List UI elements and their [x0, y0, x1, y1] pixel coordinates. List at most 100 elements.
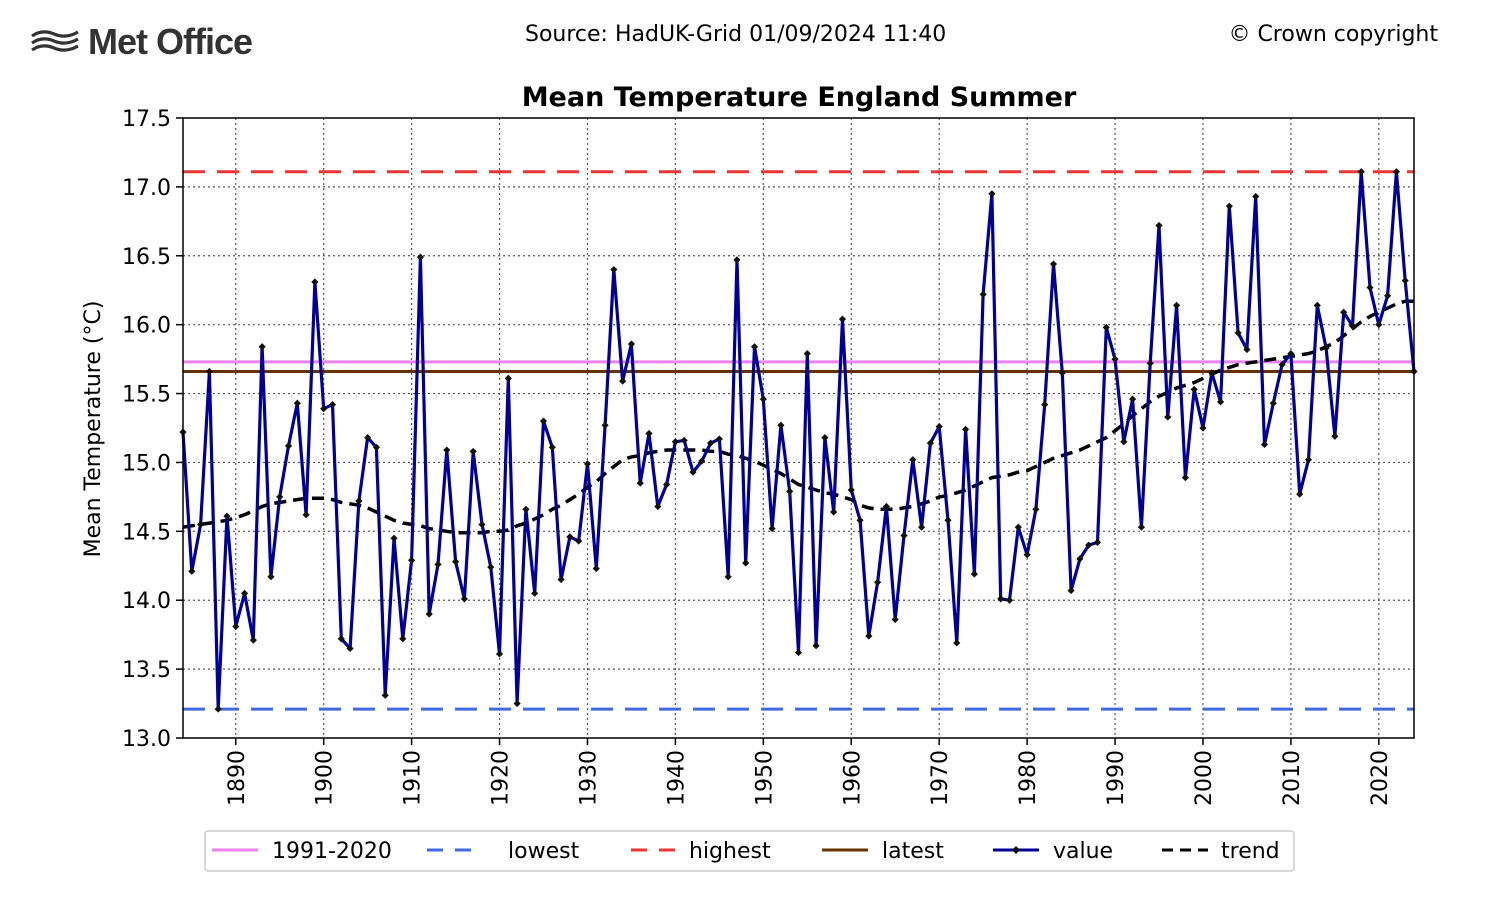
- value-point: [1172, 301, 1181, 309]
- value-point: [557, 575, 565, 584]
- value-series: [179, 168, 1418, 713]
- value-point: [882, 502, 891, 511]
- value-point: [812, 642, 820, 650]
- value-point: [478, 520, 486, 529]
- value-point: [302, 511, 310, 519]
- x-tick-label: 1900: [313, 750, 338, 806]
- value-point: [1375, 321, 1383, 329]
- logo-text: Met Office: [88, 21, 253, 62]
- legend-label-highest: highest: [689, 839, 771, 864]
- value-point: [1225, 202, 1233, 210]
- value-point: [742, 559, 750, 567]
- value-point: [1137, 523, 1146, 531]
- data-source-label: Source: HadUK-Grid 01/09/2024 11:40: [525, 22, 947, 47]
- x-tick-label: 1910: [401, 750, 426, 806]
- value-point: [1252, 192, 1260, 201]
- met-office-logo: Met Office: [30, 21, 253, 62]
- value-point: [926, 439, 934, 447]
- x-tick-label: 2010: [1280, 750, 1305, 806]
- value-point: [627, 340, 636, 348]
- value-point: [777, 421, 785, 429]
- value-point: [575, 537, 583, 545]
- value-point: [900, 531, 908, 540]
- value-point: [390, 534, 398, 542]
- value-point: [293, 399, 301, 407]
- value-point: [1102, 323, 1110, 332]
- value-point: [276, 493, 284, 501]
- value-point: [979, 290, 987, 298]
- value-point: [223, 512, 231, 520]
- value-point: [566, 533, 574, 541]
- value-point: [399, 635, 407, 643]
- value-point: [733, 256, 741, 264]
- value-point: [918, 523, 926, 531]
- value-point: [1401, 276, 1409, 285]
- y-tick-label: 17.0: [122, 176, 171, 201]
- value-point: [1032, 505, 1040, 513]
- value-point: [1093, 538, 1102, 546]
- value-point: [337, 635, 345, 643]
- value-point: [865, 632, 873, 640]
- value-point: [1005, 596, 1014, 604]
- value-point: [891, 615, 899, 624]
- y-axis-ticks: 13.0 13.5 14.0 14.5 15.0 15.5 16.0 16.5 17.0 17.5: [122, 107, 183, 752]
- value-point: [1331, 432, 1339, 440]
- value-point: [548, 443, 556, 451]
- value-point: [592, 564, 600, 573]
- legend-marker-value: [1012, 846, 1020, 854]
- legend-box: [204, 830, 1295, 872]
- value-point: [240, 589, 249, 597]
- value-point: [1146, 359, 1154, 367]
- legend-label-trend: trend: [1221, 839, 1280, 864]
- value-point: [451, 558, 460, 566]
- x-tick-label: 1930: [576, 750, 601, 806]
- value-point: [460, 595, 468, 603]
- x-tick-label: 1990: [1104, 750, 1129, 806]
- value-point: [671, 438, 679, 446]
- met-office-waves-icon: [31, 30, 79, 52]
- y-tick-label: 17.5: [122, 107, 171, 132]
- value-point: [539, 417, 548, 425]
- legend: 1991-2020 lowest highest latest value trend: [204, 830, 1295, 872]
- value-point: [205, 367, 213, 376]
- value-point: [1049, 260, 1058, 268]
- x-tick-label: 1960: [840, 750, 865, 806]
- y-tick-label: 13.0: [122, 727, 171, 752]
- value-point: [1076, 555, 1084, 563]
- value-point: [847, 486, 855, 494]
- value-point: [803, 350, 811, 358]
- value-point: [1234, 329, 1242, 337]
- value-point: [794, 648, 803, 657]
- x-tick-label: 1980: [1016, 750, 1041, 806]
- value-point: [522, 505, 530, 513]
- value-point: [988, 190, 996, 198]
- value-point: [997, 595, 1005, 603]
- value-point: [1384, 292, 1392, 300]
- reference-lines: [183, 170, 1414, 711]
- value-point: [1208, 369, 1216, 377]
- value-point: [944, 516, 952, 524]
- value-point: [1260, 440, 1269, 449]
- value-point: [689, 468, 697, 476]
- value-point: [495, 650, 504, 658]
- value-point: [874, 578, 882, 586]
- value-point: [786, 487, 794, 495]
- value-point: [715, 435, 723, 443]
- x-tick-label: 2020: [1368, 750, 1393, 806]
- value-point: [425, 610, 433, 618]
- x-tick-label: 1920: [489, 750, 514, 806]
- value-point: [680, 436, 688, 444]
- value-point: [961, 425, 970, 433]
- value-point: [1199, 424, 1207, 432]
- value-point: [1190, 385, 1198, 394]
- value-point: [1041, 400, 1049, 409]
- value-point: [583, 460, 592, 468]
- value-point: [1067, 586, 1075, 595]
- value-point: [284, 442, 293, 450]
- y-tick-label: 16.0: [122, 314, 171, 339]
- value-point: [531, 589, 539, 597]
- x-tick-label: 1950: [752, 750, 777, 806]
- value-point: [214, 705, 222, 713]
- value-point: [645, 429, 653, 438]
